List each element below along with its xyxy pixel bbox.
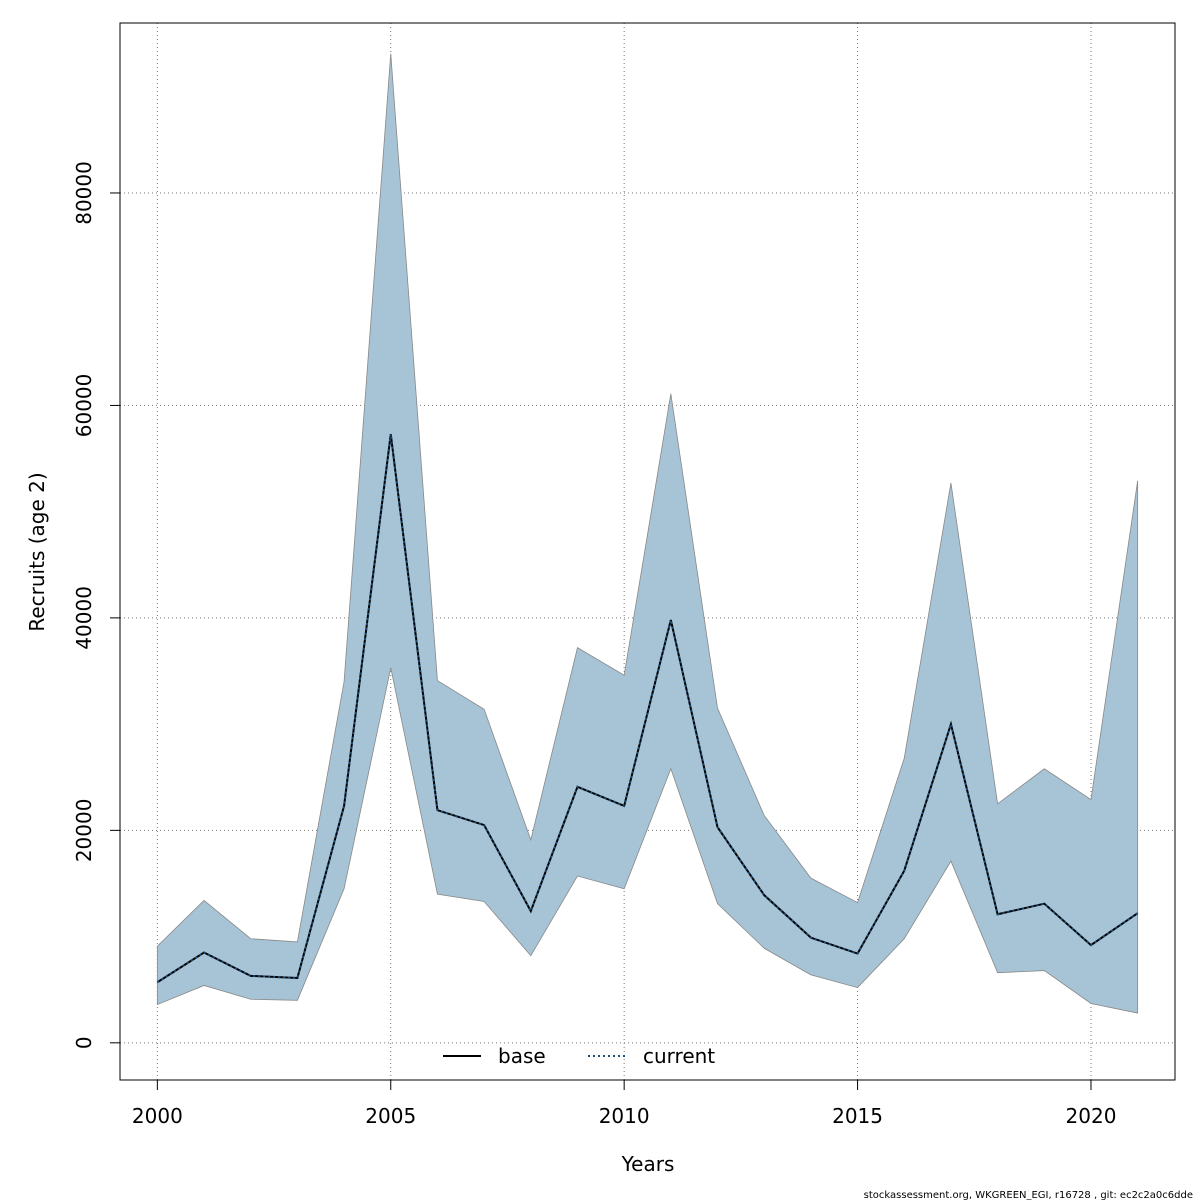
x-tick-label-2020: 2020 (1066, 1104, 1117, 1128)
confidence-band (156, 53, 1139, 1014)
y-tick-label-20000: 20000 (72, 799, 96, 863)
legend-label-base: base (498, 1044, 546, 1068)
x-axis: 2000 2005 2010 2015 2020 (132, 1080, 1117, 1128)
series-line-base (156, 433, 1139, 984)
plot-frame (119, 22, 1176, 1081)
legend: base current (443, 1044, 715, 1068)
legend-label-current: current (643, 1044, 715, 1068)
y-tick-label-60000: 60000 (72, 374, 96, 438)
series-lines-group (156, 433, 1139, 984)
y-tick-label-40000: 40000 (72, 586, 96, 650)
footer-credit: stockassessment.org, WKGREEN_EGI, r16728… (864, 1190, 1193, 1200)
y-axis: 0 20000 40000 60000 80000 (72, 161, 120, 1049)
confidence-band-group (156, 53, 1139, 1014)
x-tick-label-2000: 2000 (132, 1104, 183, 1128)
x-tick-label-2005: 2005 (365, 1104, 416, 1128)
x-tick-label-2010: 2010 (599, 1104, 650, 1128)
y-tick-label-80000: 80000 (72, 161, 96, 225)
x-axis-label: Years (621, 1152, 675, 1176)
x-tick-label-2015: 2015 (832, 1104, 883, 1128)
y-axis-label: Recruits (age 2) (25, 472, 49, 631)
y-tick-label-0: 0 (72, 1036, 96, 1049)
